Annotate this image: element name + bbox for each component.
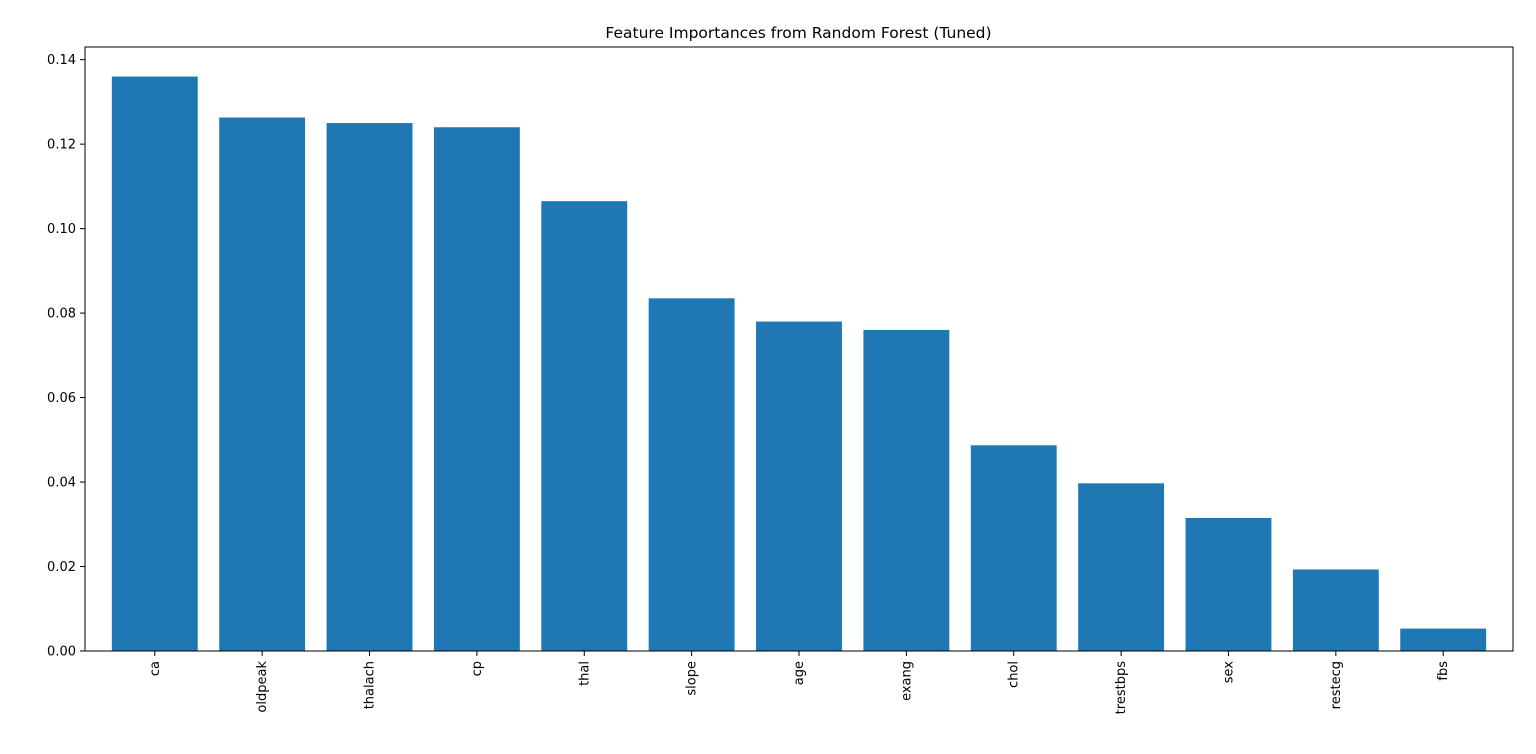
y-tick-label: 0.06 <box>47 391 76 406</box>
plot-frame <box>84 46 1514 652</box>
bar-cp <box>433 127 520 651</box>
y-tick-label: 0.00 <box>47 645 76 660</box>
bar-chol <box>970 445 1057 651</box>
bar-ca <box>111 76 198 651</box>
y-axis: 0.00 0.02 0.04 0.06 0.08 0.10 0.12 0.14 <box>47 53 85 660</box>
y-tick-label: 0.14 <box>47 53 76 68</box>
x-tick-label: thal <box>577 661 592 686</box>
bar-sex <box>1185 517 1272 651</box>
y-tick-label: 0.08 <box>47 307 76 322</box>
bar-fbs <box>1400 628 1487 651</box>
x-tick-label: restecg <box>1329 661 1344 709</box>
bar-exang <box>863 329 950 651</box>
x-tick-label: cp <box>470 661 485 676</box>
bar-thal <box>541 201 628 652</box>
y-tick-label: 0.12 <box>47 138 76 153</box>
bar-slope <box>648 298 735 651</box>
x-tick-label: oldpeak <box>255 661 270 713</box>
x-tick-label: sex <box>1221 661 1236 684</box>
x-tick-label: age <box>792 661 807 685</box>
bar-restecg <box>1292 569 1379 651</box>
chart-title: Feature Importances from Random Forest (… <box>605 24 991 42</box>
x-tick-label: exang <box>899 661 914 701</box>
bar-age <box>756 321 842 651</box>
x-tick-label: thalach <box>363 661 378 709</box>
y-tick-label: 0.04 <box>47 476 76 491</box>
bar-trestbps <box>1078 483 1165 651</box>
x-tick-label: slope <box>685 661 700 696</box>
x-tick-label: trestbps <box>1114 661 1129 715</box>
x-tick-label: ca <box>148 661 163 676</box>
x-tick-label: chol <box>1007 661 1022 688</box>
bar-oldpeak <box>219 117 306 652</box>
x-tick-label: fbs <box>1436 661 1451 681</box>
x-axis: ca oldpeak thalach cp thal slope age exang chol t… <box>148 651 1451 714</box>
bar-thalach <box>326 123 413 651</box>
y-tick-label: 0.02 <box>47 560 76 575</box>
y-tick-label: 0.10 <box>47 222 76 237</box>
bars-group <box>111 76 1487 652</box>
